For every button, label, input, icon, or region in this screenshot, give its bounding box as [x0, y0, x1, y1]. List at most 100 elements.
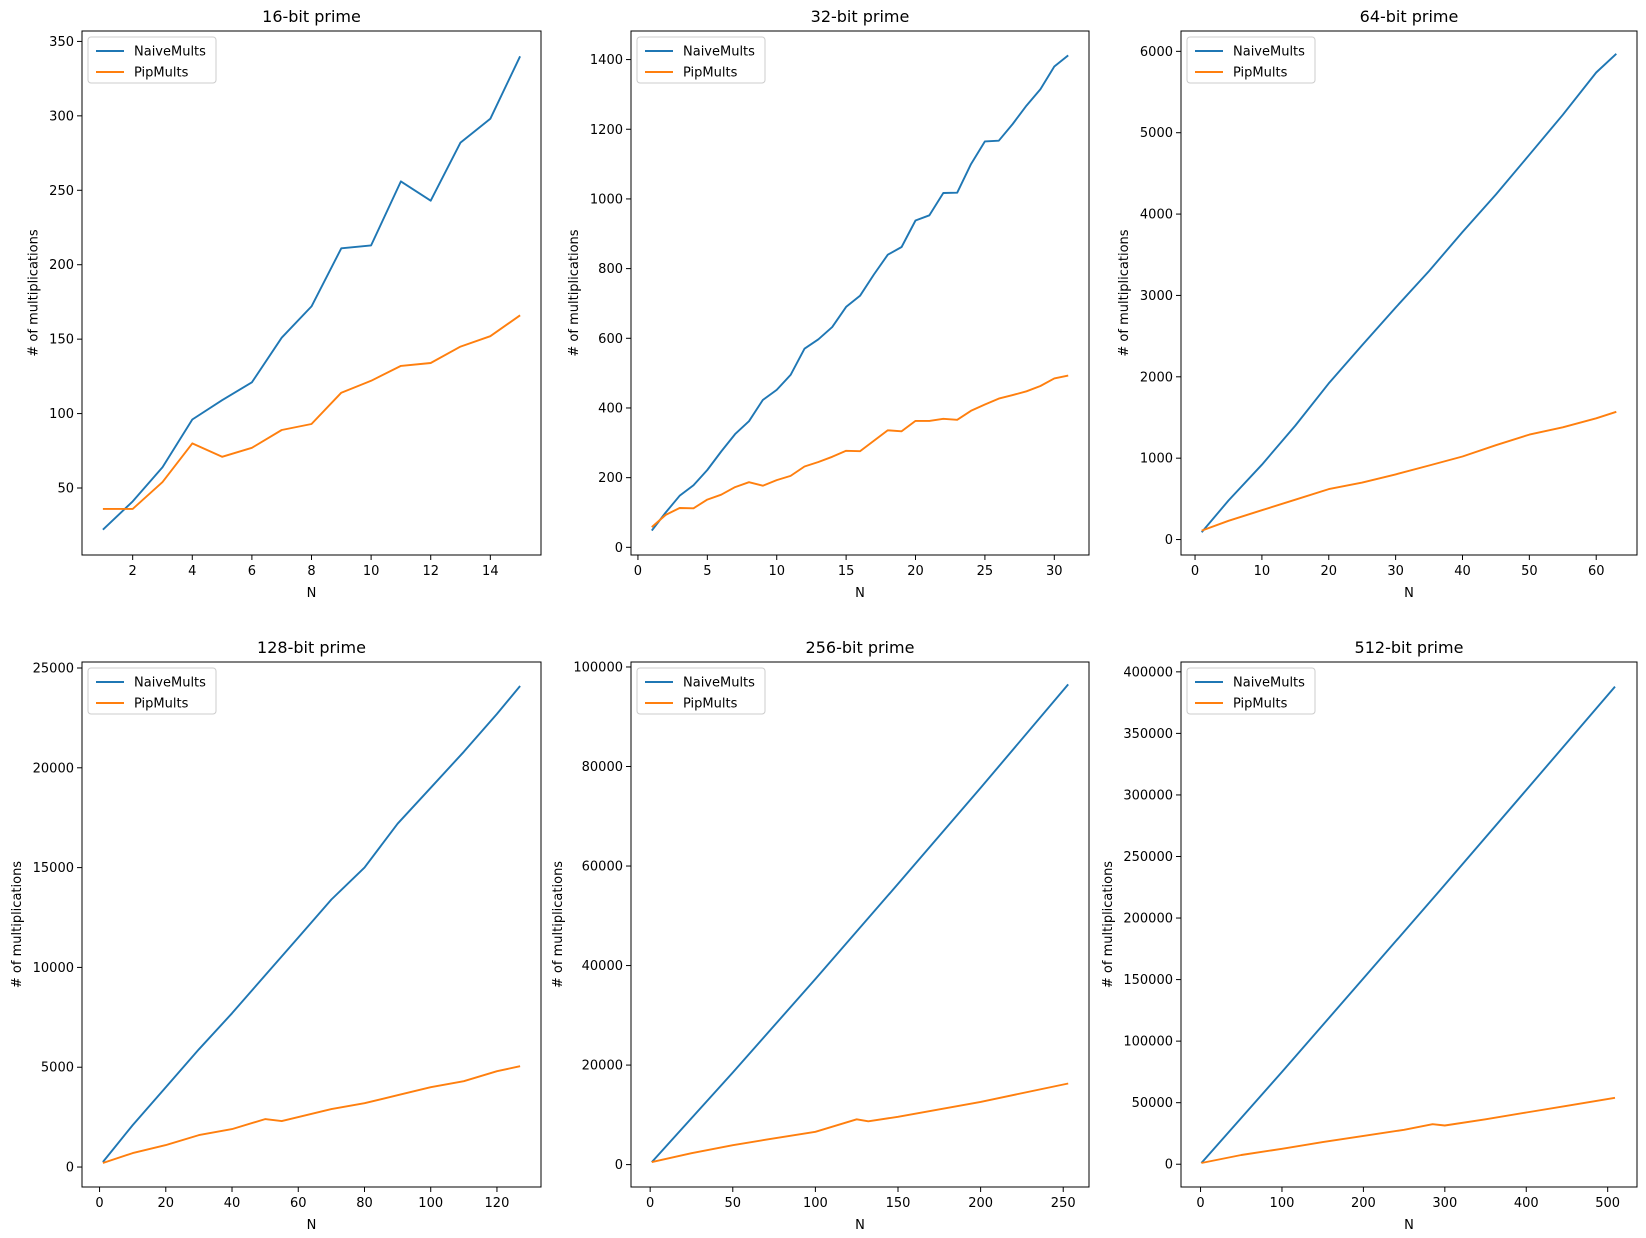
- y-tick-label: 1000: [590, 192, 623, 207]
- series-line-naivemults: [1200, 685, 1616, 1164]
- y-tick-label: 0: [615, 1158, 623, 1173]
- x-tick-label: 100: [418, 1196, 443, 1211]
- legend: NaiveMults PipMults: [87, 36, 217, 84]
- y-tick-label: 80000: [582, 760, 623, 775]
- y-tick-label: 600: [598, 332, 623, 347]
- x-tick-label: 60: [290, 1196, 307, 1211]
- y-tick-label: 15000: [33, 861, 74, 876]
- y-tick-label: 300000: [1123, 788, 1173, 803]
- y-tick-label: 150: [49, 333, 74, 348]
- subplot-1: 16-bit prime 2 4 6 8 10 12 14 50 100 150 200 250 300 3…: [26, 7, 542, 601]
- series-line-pipmults: [651, 1082, 1069, 1164]
- y-axis-label: # of multiplications: [551, 861, 566, 988]
- x-tick-label: 0: [646, 1196, 654, 1211]
- y-tick-label: 400: [598, 401, 623, 416]
- y-tick-label: 1200: [590, 123, 623, 138]
- plot-frame: [630, 661, 1090, 1188]
- y-tick-label: 3000: [1140, 289, 1173, 304]
- x-axis-label: N: [1404, 586, 1414, 601]
- x-tick-label: 30: [1387, 564, 1404, 579]
- x-tick-label: 200: [1351, 1196, 1376, 1211]
- series-line-pipmults: [1201, 1096, 1616, 1164]
- x-tick-label: 40: [224, 1196, 241, 1211]
- y-tick-label: 5000: [41, 1061, 74, 1076]
- x-tick-label: 120: [485, 1196, 510, 1211]
- plot-frame: [630, 30, 1090, 556]
- legend-label-naivemults: NaiveMults: [1233, 45, 1305, 60]
- legend: NaiveMults PipMults: [636, 36, 766, 84]
- chart-title: 16-bit prime: [262, 7, 361, 26]
- y-tick-label: 800: [598, 262, 623, 277]
- y-axis-label: # of multiplications: [10, 861, 25, 988]
- legend: NaiveMults PipMults: [87, 667, 217, 715]
- x-tick-label: 400: [1514, 1196, 1539, 1211]
- x-axis-label: N: [855, 586, 865, 601]
- y-tick-label: 5000: [1140, 126, 1173, 141]
- x-tick-label: 15: [838, 564, 855, 579]
- legend-label-pipmults: PipMults: [1233, 697, 1288, 712]
- y-tick-label: 350000: [1123, 727, 1173, 742]
- legend-label-naivemults: NaiveMults: [134, 676, 206, 691]
- y-tick-label: 40000: [582, 959, 623, 974]
- y-tick-label: 50: [57, 482, 74, 497]
- y-tick-label: 10000: [33, 961, 74, 976]
- y-tick-label: 200000: [1123, 912, 1173, 927]
- subplot-5: 256-bit prime 0 50 100 150 200 250 0 20000 40000 6…: [551, 638, 1090, 1233]
- y-tick-label: 250: [49, 184, 74, 199]
- legend-label-naivemults: NaiveMults: [1233, 676, 1305, 691]
- x-tick-label: 250: [1051, 1196, 1076, 1211]
- y-tick-label: 60000: [582, 860, 623, 875]
- y-tick-label: 1400: [590, 53, 623, 68]
- x-tick-label: 14: [482, 564, 499, 579]
- x-tick-label: 0: [634, 564, 642, 579]
- x-tick-label: 30: [1046, 564, 1063, 579]
- y-axis-label: # of multiplications: [1101, 861, 1116, 988]
- series-line-naivemults: [1200, 53, 1617, 533]
- subplot-2: 32-bit prime 0 5 10 15 20 25 30 0 200 400 600 800 100…: [567, 7, 1090, 601]
- y-tick-label: 100000: [1123, 1035, 1173, 1050]
- x-tick-label: 20: [1320, 564, 1337, 579]
- x-tick-label: 12: [422, 564, 439, 579]
- y-tick-label: 0: [615, 541, 623, 556]
- y-tick-label: 0: [1165, 533, 1173, 548]
- x-tick-label: 50: [725, 1196, 742, 1211]
- chart-title: 32-bit prime: [811, 7, 910, 26]
- legend: NaiveMults PipMults: [1186, 667, 1316, 715]
- legend-label-naivemults: NaiveMults: [134, 45, 206, 60]
- y-tick-label: 300: [49, 109, 74, 124]
- subplot-3: 64-bit prime 0 10 20 30 40 50 60 0 1000 2000 3000 40…: [1117, 7, 1638, 601]
- x-tick-label: 300: [1432, 1196, 1457, 1211]
- x-tick-label: 50: [1521, 564, 1538, 579]
- y-tick-label: 1000: [1140, 452, 1173, 467]
- x-axis-label: N: [307, 1218, 317, 1233]
- legend-label-pipmults: PipMults: [683, 66, 738, 81]
- series-line-pipmults: [102, 314, 521, 510]
- x-tick-label: 500: [1595, 1196, 1620, 1211]
- legend-label-naivemults: NaiveMults: [683, 676, 755, 691]
- x-tick-label: 10: [363, 564, 380, 579]
- y-tick-label: 4000: [1140, 208, 1173, 223]
- x-tick-label: 4: [188, 564, 196, 579]
- y-tick-label: 2000: [1140, 370, 1173, 385]
- subplot-6: 512-bit prime 0 100 200 300 400 500 0 50000 10000…: [1101, 638, 1638, 1233]
- series-line-naivemults: [102, 685, 521, 1163]
- y-tick-label: 25000: [33, 661, 74, 676]
- y-tick-label: 0: [66, 1161, 74, 1176]
- y-tick-label: 6000: [1140, 45, 1173, 60]
- subplot-4: 128-bit prime 0 20 40 60 80 100 120 0 5000 10000 15…: [10, 638, 542, 1233]
- x-tick-label: 20: [907, 564, 924, 579]
- y-tick-label: 400000: [1123, 665, 1173, 680]
- y-tick-label: 100000: [573, 660, 623, 675]
- x-tick-label: 80: [356, 1196, 373, 1211]
- y-axis-label: # of multiplications: [1117, 229, 1132, 356]
- series-line-pipmults: [102, 1065, 521, 1164]
- legend-label-pipmults: PipMults: [1233, 66, 1288, 81]
- y-tick-label: 100: [49, 407, 74, 422]
- x-tick-label: 5: [703, 564, 711, 579]
- plot-frame: [1180, 30, 1638, 556]
- series-line-pipmults: [651, 374, 1069, 528]
- legend: NaiveMults PipMults: [1186, 36, 1316, 84]
- legend: NaiveMults PipMults: [636, 667, 766, 715]
- series-line-naivemults: [651, 54, 1069, 532]
